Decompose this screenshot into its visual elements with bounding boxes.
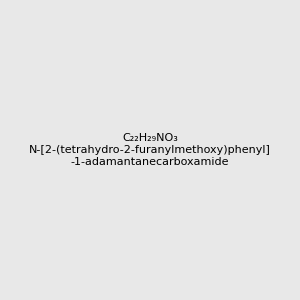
Text: C₂₂H₂₉NO₃
N-[2-(tetrahydro-2-furanylmethoxy)phenyl]
-1-adamantanecarboxamide: C₂₂H₂₉NO₃ N-[2-(tetrahydro-2-furanylmeth… — [29, 134, 271, 166]
